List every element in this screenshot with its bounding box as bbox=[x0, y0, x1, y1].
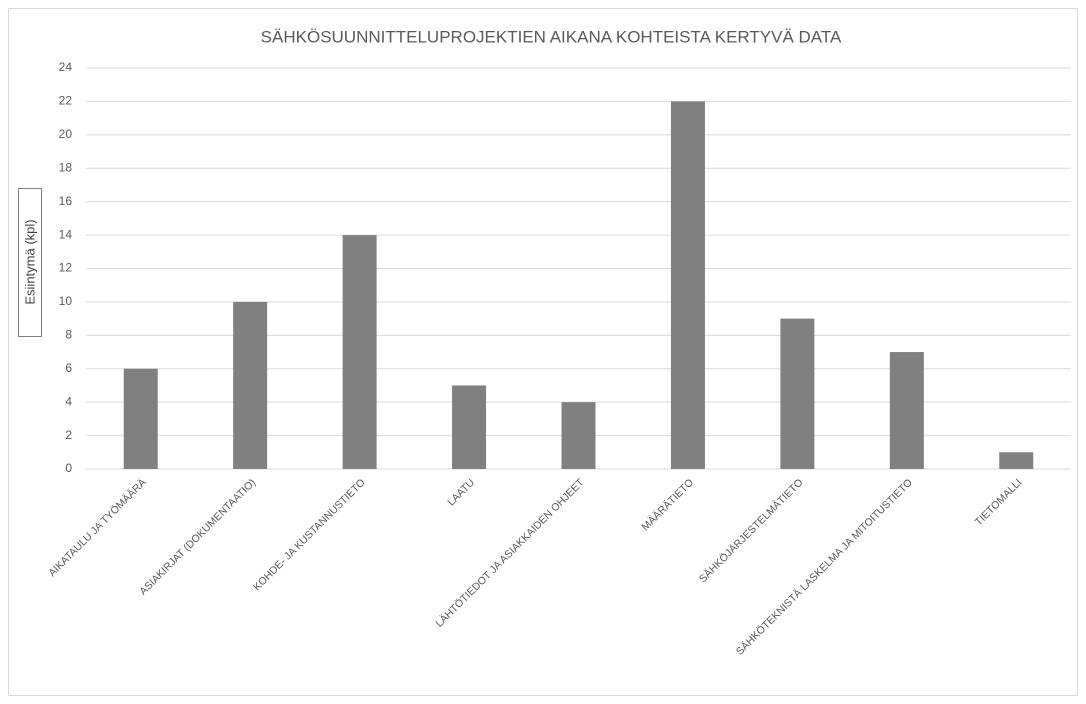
bar bbox=[999, 452, 1034, 469]
y-tick-label: 22 bbox=[59, 94, 73, 108]
bar bbox=[889, 352, 924, 469]
y-tick-label: 16 bbox=[59, 194, 73, 208]
y-tick-label: 14 bbox=[59, 227, 73, 241]
bar bbox=[123, 368, 158, 469]
chart-border bbox=[8, 8, 1078, 696]
y-tick-label: 24 bbox=[59, 60, 73, 74]
y-tick-label: 20 bbox=[59, 127, 73, 141]
y-tick-label: 6 bbox=[65, 361, 72, 375]
bar bbox=[561, 402, 596, 469]
y-tick-label: 4 bbox=[65, 394, 72, 408]
bar bbox=[233, 301, 268, 469]
bar bbox=[452, 385, 487, 469]
y-label-box bbox=[18, 188, 42, 337]
y-tick-label: 12 bbox=[59, 261, 73, 275]
y-tick-label: 10 bbox=[59, 294, 73, 308]
bar bbox=[342, 235, 377, 469]
y-axis-label: Esiintymä (kpl) bbox=[22, 219, 37, 304]
y-tick-label: 0 bbox=[65, 461, 72, 475]
y-tick-label: 2 bbox=[65, 428, 72, 442]
bar bbox=[670, 101, 705, 470]
bar bbox=[780, 318, 815, 469]
chart-title: SÄHKÖSUUNNITTELUPROJEKTIEN AIKANA KOHTEI… bbox=[261, 27, 842, 46]
y-tick-label: 18 bbox=[59, 160, 73, 174]
y-tick-label: 8 bbox=[65, 328, 72, 342]
